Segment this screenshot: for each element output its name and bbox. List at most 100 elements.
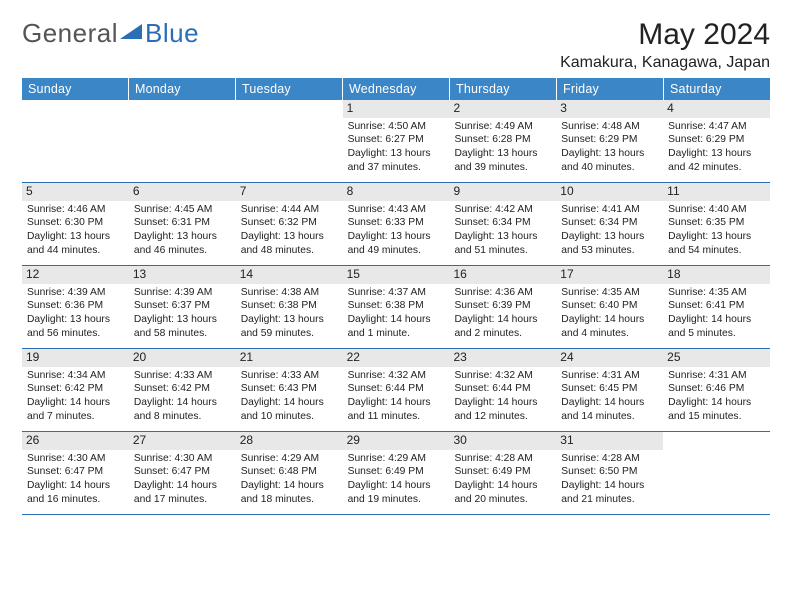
day-number: 24 (556, 349, 663, 367)
day-cell-13: 13Sunrise: 4:39 AMSunset: 6:37 PMDayligh… (129, 266, 236, 348)
day-number: 13 (129, 266, 236, 284)
day-number: 7 (236, 183, 343, 201)
sunset-line: Sunset: 6:40 PM (561, 299, 658, 313)
day-cell-1: 1Sunrise: 4:50 AMSunset: 6:27 PMDaylight… (343, 100, 450, 182)
day-cell-7: 7Sunrise: 4:44 AMSunset: 6:32 PMDaylight… (236, 183, 343, 265)
sunset-line: Sunset: 6:42 PM (27, 382, 124, 396)
daylight-line: Daylight: 14 hours and 4 minutes. (561, 313, 658, 340)
calendar-row: 26Sunrise: 4:30 AMSunset: 6:47 PMDayligh… (22, 432, 770, 515)
sunset-line: Sunset: 6:41 PM (668, 299, 765, 313)
sunset-line: Sunset: 6:30 PM (27, 216, 124, 230)
day-number: 19 (22, 349, 129, 367)
sunset-line: Sunset: 6:36 PM (27, 299, 124, 313)
sunrise-line: Sunrise: 4:34 AM (27, 369, 124, 383)
logo-triangle-icon (120, 24, 142, 42)
sunset-line: Sunset: 6:45 PM (561, 382, 658, 396)
day-cell-10: 10Sunrise: 4:41 AMSunset: 6:34 PMDayligh… (556, 183, 663, 265)
daylight-line: Daylight: 13 hours and 40 minutes. (561, 147, 658, 174)
sunrise-line: Sunrise: 4:28 AM (561, 452, 658, 466)
day-number: 23 (449, 349, 556, 367)
sunrise-line: Sunrise: 4:37 AM (348, 286, 445, 300)
day-cell-23: 23Sunrise: 4:32 AMSunset: 6:44 PMDayligh… (449, 349, 556, 431)
day-number: 11 (663, 183, 770, 201)
sunset-line: Sunset: 6:49 PM (454, 465, 551, 479)
day-cell-17: 17Sunrise: 4:35 AMSunset: 6:40 PMDayligh… (556, 266, 663, 348)
sunset-line: Sunset: 6:44 PM (348, 382, 445, 396)
day-cell-3: 3Sunrise: 4:48 AMSunset: 6:29 PMDaylight… (556, 100, 663, 182)
daylight-line: Daylight: 14 hours and 8 minutes. (134, 396, 231, 423)
sunrise-line: Sunrise: 4:28 AM (454, 452, 551, 466)
sunset-line: Sunset: 6:47 PM (134, 465, 231, 479)
day-cell-15: 15 Sunrise: 4:37 AMSunset: 6:38 PMDayligh… (343, 266, 450, 348)
logo-text-2: Blue (145, 18, 199, 49)
sunrise-line: Sunrise: 4:40 AM (668, 203, 765, 217)
daylight-line: Daylight: 13 hours and 51 minutes. (454, 230, 551, 257)
day-number: 26 (22, 432, 129, 450)
day-cell-12: 12Sunrise: 4:39 AMSunset: 6:36 PMDayligh… (22, 266, 129, 348)
day-cell-9: 9Sunrise: 4:42 AMSunset: 6:34 PMDaylight… (449, 183, 556, 265)
day-number: 9 (449, 183, 556, 201)
daylight-line: Daylight: 13 hours and 44 minutes. (27, 230, 124, 257)
sunrise-line: Sunrise: 4:33 AM (241, 369, 338, 383)
day-number: 15 (343, 266, 450, 284)
day-cell-8: 8Sunrise: 4:43 AMSunset: 6:33 PMDaylight… (343, 183, 450, 265)
day-cell-5: 5 Sunrise: 4:46 AMSunset: 6:30 PMDaylight… (22, 183, 129, 265)
daylight-line: Daylight: 14 hours and 1 minute. (348, 313, 445, 340)
daylight-line: Daylight: 13 hours and 54 minutes. (668, 230, 765, 257)
day-number: 5 (22, 183, 129, 201)
sunrise-line: Sunrise: 4:42 AM (454, 203, 551, 217)
day-cell-22: 22Sunrise: 4:32 AMSunset: 6:44 PMDayligh… (343, 349, 450, 431)
day-number: 3 (556, 100, 663, 118)
sunrise-line: Sunrise: 4:45 AM (134, 203, 231, 217)
day-cell-26: 26Sunrise: 4:30 AMSunset: 6:47 PMDayligh… (22, 432, 129, 514)
day-number: 4 (663, 100, 770, 118)
day-cell-25: 25Sunrise: 4:31 AMSunset: 6:46 PMDayligh… (663, 349, 770, 431)
sunset-line: Sunset: 6:38 PM (348, 299, 445, 313)
sunrise-line: Sunrise: 4:32 AM (454, 369, 551, 383)
day-cell-20: 20Sunrise: 4:33 AMSunset: 6:42 PMDayligh… (129, 349, 236, 431)
sunrise-line: Sunrise: 4:30 AM (27, 452, 124, 466)
sunrise-line: Sunrise: 4:46 AM (27, 203, 124, 217)
sunrise-line: Sunrise: 4:35 AM (561, 286, 658, 300)
day-header-saturday: Saturday (664, 78, 770, 100)
sunset-line: Sunset: 6:46 PM (668, 382, 765, 396)
day-cell-14: 14Sunrise: 4:38 AMSunset: 6:38 PMDayligh… (236, 266, 343, 348)
daylight-line: Daylight: 14 hours and 15 minutes. (668, 396, 765, 423)
daylight-line: Daylight: 13 hours and 58 minutes. (134, 313, 231, 340)
sunrise-line: Sunrise: 4:35 AM (668, 286, 765, 300)
day-header-monday: Monday (129, 78, 236, 100)
day-number: 22 (343, 349, 450, 367)
sunset-line: Sunset: 6:47 PM (27, 465, 124, 479)
sunset-line: Sunset: 6:34 PM (561, 216, 658, 230)
day-number: 29 (343, 432, 450, 450)
day-cell-18: 18 Sunrise: 4:35 AMSunset: 6:41 PMDayligh… (663, 266, 770, 348)
daylight-line: Daylight: 13 hours and 42 minutes. (668, 147, 765, 174)
day-number: 6 (129, 183, 236, 201)
day-number: 27 (129, 432, 236, 450)
logo: General Blue (22, 18, 199, 49)
sunrise-line: Sunrise: 4:32 AM (348, 369, 445, 383)
daylight-line: Daylight: 14 hours and 14 minutes. (561, 396, 658, 423)
sunrise-line: Sunrise: 4:36 AM (454, 286, 551, 300)
daylight-line: Daylight: 13 hours and 56 minutes. (27, 313, 124, 340)
day-number: 31 (556, 432, 663, 450)
day-number: 28 (236, 432, 343, 450)
daylight-line: Daylight: 14 hours and 18 minutes. (241, 479, 338, 506)
day-cell-16: 16Sunrise: 4:36 AMSunset: 6:39 PMDayligh… (449, 266, 556, 348)
day-cell-30: 30Sunrise: 4:28 AMSunset: 6:49 PMDayligh… (449, 432, 556, 514)
day-cell-2: 2Sunrise: 4:49 AMSunset: 6:28 PMDaylight… (449, 100, 556, 182)
daylight-line: Daylight: 14 hours and 5 minutes. (668, 313, 765, 340)
day-number: 1 (343, 100, 450, 118)
sunset-line: Sunset: 6:38 PM (241, 299, 338, 313)
day-number: 12 (22, 266, 129, 284)
day-number: 20 (129, 349, 236, 367)
sunset-line: Sunset: 6:32 PM (241, 216, 338, 230)
sunset-line: Sunset: 6:42 PM (134, 382, 231, 396)
day-number: 18 (663, 266, 770, 284)
sunset-line: Sunset: 6:43 PM (241, 382, 338, 396)
daylight-line: Daylight: 14 hours and 10 minutes. (241, 396, 338, 423)
sunset-line: Sunset: 6:39 PM (454, 299, 551, 313)
daylight-line: Daylight: 13 hours and 59 minutes. (241, 313, 338, 340)
daylight-line: Daylight: 14 hours and 12 minutes. (454, 396, 551, 423)
calendar-header-row: SundayMondayTuesdayWednesdayThursdayFrid… (22, 78, 770, 100)
